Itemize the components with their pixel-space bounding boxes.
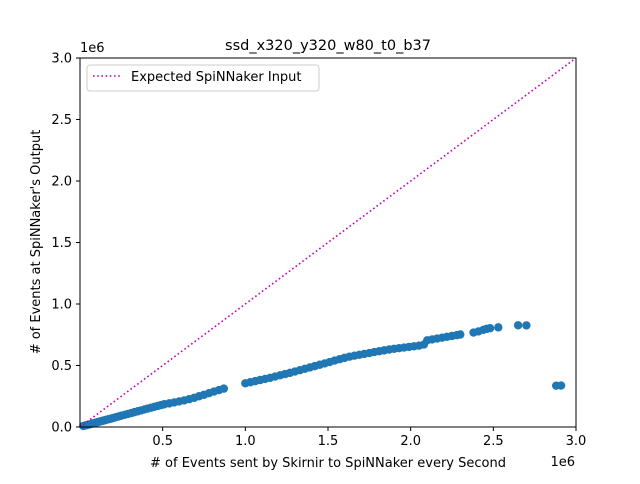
- x-tick-label: 0.5: [152, 434, 173, 449]
- y-axis-ticks: 0.0 0.5 1.0 1.5 2.0 2.5 3.0: [51, 52, 80, 436]
- data-point: [219, 384, 229, 393]
- y-tick-label: 2.0: [51, 175, 72, 190]
- y-tick-label: 3.0: [51, 52, 72, 67]
- legend-box: [86, 64, 320, 92]
- data-point: [485, 324, 495, 333]
- x-tick-label: 2.0: [400, 434, 421, 449]
- x-axis-label: # of Events sent by Skirnir to SpiNNaker…: [150, 456, 506, 471]
- legend-label: Expected SpiNNaker Input: [131, 70, 302, 85]
- y-tick-label: 0.0: [51, 421, 72, 436]
- x-offset-label: 1e6: [550, 455, 575, 470]
- data-point: [522, 321, 531, 330]
- data-point: [513, 321, 523, 330]
- x-tick-label: 1.0: [235, 434, 256, 449]
- expected-input-reference-line: [79, 57, 577, 428]
- data-point: [456, 330, 465, 339]
- legend: Expected SpiNNaker Input: [86, 64, 320, 92]
- x-tick-label: 3.0: [566, 434, 587, 449]
- x-tick-label: 2.5: [483, 434, 504, 449]
- chart-title: ssd_x320_y320_w80_t0_b37: [225, 38, 431, 54]
- y-tick-label: 2.5: [51, 113, 72, 128]
- y-tick-label: 1.0: [51, 298, 72, 313]
- y-tick-label: 1.5: [51, 236, 72, 251]
- data-point: [556, 381, 566, 390]
- data-points: [79, 321, 566, 431]
- y-axis-label: # of Events at SpiNNaker's Output: [29, 130, 44, 355]
- x-tick-label: 1.5: [318, 434, 339, 449]
- x-axis-ticks: 0.5 1.0 1.5 2.0 2.5 3.0: [152, 427, 586, 449]
- y-offset-label: 1e6: [80, 41, 105, 56]
- data-point: [494, 323, 503, 332]
- y-tick-label: 0.5: [51, 359, 72, 374]
- plot-area: [79, 57, 577, 431]
